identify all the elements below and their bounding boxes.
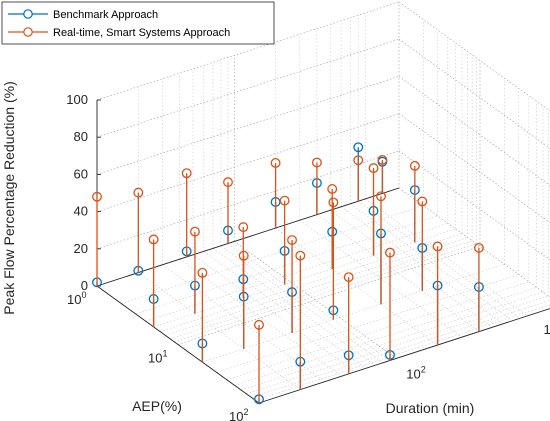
stem-marker [311, 157, 322, 168]
floor-gridline-y [358, 200, 521, 319]
floor-gridline-x [234, 287, 537, 386]
stem-marker [223, 177, 233, 188]
stem-series-smart [92, 154, 484, 403]
legend-box [1, 1, 275, 45]
stem-marker [343, 272, 354, 283]
floor-gridline-x [255, 304, 550, 401]
y-tick-label: 102 [406, 364, 425, 381]
floor-gridline-x [246, 295, 549, 395]
y-axis-line [258, 308, 550, 404]
floor-gridline-x [135, 215, 438, 315]
floor-gridline-x [202, 263, 505, 363]
floor-back-edge [96, 187, 400, 287]
tick-labels: 020406080100100101102102103 [66, 92, 550, 421]
floor-gridline-x [159, 233, 463, 332]
left-wall-gridline-z [96, 76, 400, 175]
stem-marker [353, 155, 364, 166]
stem-marker [270, 157, 281, 168]
floor-gridline-x [251, 300, 550, 398]
z-tick-label: 20 [74, 241, 88, 256]
stem-marker [376, 191, 386, 202]
stem-marker [295, 250, 306, 261]
stem-markers [92, 142, 484, 405]
back-wall-gridline-z [398, 38, 550, 149]
y-tick-label: 103 [544, 320, 550, 337]
z-tick-label: 0 [81, 278, 88, 293]
x-axis-label: AEP(%) [132, 398, 182, 414]
stem-marker [409, 160, 420, 171]
floor-gridline-x [177, 246, 481, 345]
floor-gridline-x [170, 240, 473, 340]
stem-marker [279, 195, 290, 206]
stem-marker [238, 222, 249, 233]
x-tick-label: 102 [229, 407, 248, 421]
floor-gridline-x [153, 228, 456, 328]
stem-marker [133, 187, 144, 198]
stem-marker [148, 234, 159, 245]
stem-marker [328, 197, 339, 208]
legend-marker-smart [23, 27, 33, 37]
x-tick-exponent: 0 [81, 290, 86, 300]
floor-gridline-x [240, 291, 544, 391]
stem-marker [432, 241, 443, 252]
floor-gridline-x [258, 308, 550, 404]
z-axis-label: Peak Flow Percentage Reduction (%) [1, 81, 17, 314]
floor-gridline-x [216, 274, 519, 373]
x-axis-line [96, 285, 260, 404]
legend-label-benchmark: Benchmark Approach [53, 9, 158, 21]
back-wall-gridline-z [398, 1, 550, 112]
back-wall-gridline-z [398, 150, 550, 261]
stem-marker [287, 235, 298, 245]
z-tick-label: 60 [74, 166, 88, 181]
stem-marker [92, 191, 102, 202]
back-wall-gridline-z [398, 113, 550, 224]
stem-marker [377, 154, 388, 165]
axis-labels: Peak Flow Percentage Reduction (%) AEP(%… [1, 81, 474, 416]
floor-gridline-x [165, 237, 468, 336]
stem-marker [368, 163, 379, 174]
floor-gridline-x [145, 222, 448, 322]
z-tick-label: 80 [74, 129, 88, 144]
y-tick-exponent: 2 [421, 364, 426, 374]
stem-marker [327, 184, 338, 194]
legend-label-smart: Real-time, Smart Systems Approach [53, 27, 230, 39]
x-tick-label: 101 [148, 349, 167, 366]
legend: Benchmark Approach Real-time, Smart Syst… [1, 1, 275, 45]
floor-gridline-y [212, 248, 376, 366]
left-wall-gridline-z [96, 1, 400, 101]
stem-marker [473, 242, 484, 253]
stem-marker [385, 247, 395, 258]
x-tick-exponent: 2 [243, 407, 248, 417]
left-wall-gridline-z [96, 38, 400, 138]
z-tick-label: 100 [66, 92, 88, 107]
left-wall-gridline-z [96, 113, 400, 212]
grid-lines [96, 1, 550, 404]
stem-marker [189, 226, 200, 237]
legend-marker-benchmark [23, 9, 33, 19]
floor-gridline-x [174, 243, 477, 343]
z-tick-label: 40 [74, 204, 88, 219]
x-tick-exponent: 1 [162, 349, 167, 359]
floor-gridline-x [121, 205, 424, 304]
x-tick-label: 100 [67, 290, 86, 307]
stem-marker [197, 267, 208, 278]
stem-marker [254, 319, 264, 330]
stem-marker [417, 196, 428, 207]
y-axis-label: Duration (min) [386, 400, 475, 416]
left-wall-gridline-z [96, 150, 400, 250]
stem-marker [181, 168, 192, 179]
stem-marker [238, 250, 249, 261]
back-wall-gridline-z [398, 76, 550, 186]
floor-gridline-x [226, 281, 529, 381]
stem-marker [353, 142, 364, 153]
